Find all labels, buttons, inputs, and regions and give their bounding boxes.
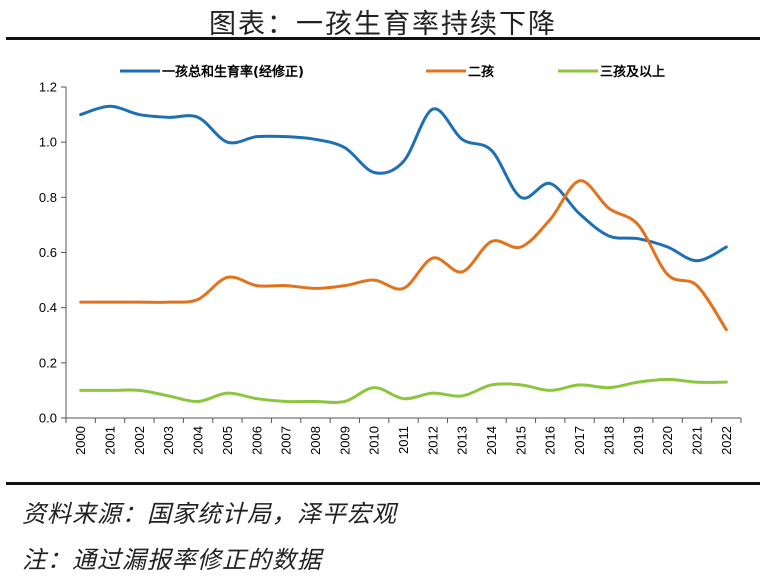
x-tick-label: 2022 [719,426,734,455]
series-line-1 [79,179,728,332]
chart-legend: 一孩总和生育率(经修正) 二孩 三孩及以上 [120,64,665,80]
x-tick-label: 2009 [337,426,352,455]
y-axis: 0.0 0.2 0.4 0.6 0.8 1.0 1.2 [39,80,67,426]
x-tick-label: 2015 [513,426,528,455]
x-tick-label: 2017 [572,426,587,455]
x-tick-label: 2001 [103,426,118,455]
x-tick-label: 2003 [161,426,176,455]
x-axis: 2000 2001 2002 2003 2004 2005 2006 2007 2008 2009… [65,417,742,455]
x-tick-label: 2018 [601,426,616,455]
y-tick-label: 1.0 [39,135,57,150]
x-tick-label: 2016 [543,426,558,455]
y-tick-label: 0.4 [39,300,57,315]
x-tick-label: 2006 [249,426,264,455]
y-tick-label: 0.8 [39,190,57,205]
x-tick-label: 2021 [689,426,704,455]
legend-label-2: 三孩及以上 [600,64,665,80]
y-tick-label: 0.2 [39,355,57,370]
x-tick-label: 2004 [191,426,206,455]
x-tick-label: 2000 [73,426,88,455]
line-chart: 一孩总和生育率(经修正) 二孩 三孩及以上 0.0 0.2 0.4 0.6 0.8 1.0 1.… [39,64,742,455]
x-tick-label: 2007 [279,426,294,455]
x-tick-label: 2020 [660,426,675,455]
x-tick-label: 2011 [396,426,411,454]
x-tick-label: 2013 [455,426,470,455]
x-tick-label: 2005 [220,426,235,455]
remark-note: 注：通过漏报率修正的数据 [22,546,322,574]
bottom-rule [6,482,760,485]
legend-label-1: 二孩 [468,64,494,80]
top-rule [6,37,760,40]
figure-title: 图表：一孩生育率持续下降 [209,9,557,40]
legend-label-0: 一孩总和生育率(经修正) [162,64,304,80]
y-tick-label: 0.0 [39,411,57,426]
x-tick-label: 2014 [484,426,499,455]
source-note: 资料来源：国家统计局，泽平宏观 [22,500,397,528]
series-lines [79,104,728,404]
x-tick-label: 2019 [631,426,646,455]
x-tick-label: 2010 [367,426,382,455]
y-tick-label: 0.6 [39,245,57,260]
series-line-2 [79,377,728,404]
series-line-0 [79,104,728,263]
y-tick-label: 1.2 [39,80,57,95]
x-tick-label: 2002 [132,426,147,455]
x-tick-label: 2012 [425,426,440,455]
x-tick-label: 2008 [308,426,323,455]
